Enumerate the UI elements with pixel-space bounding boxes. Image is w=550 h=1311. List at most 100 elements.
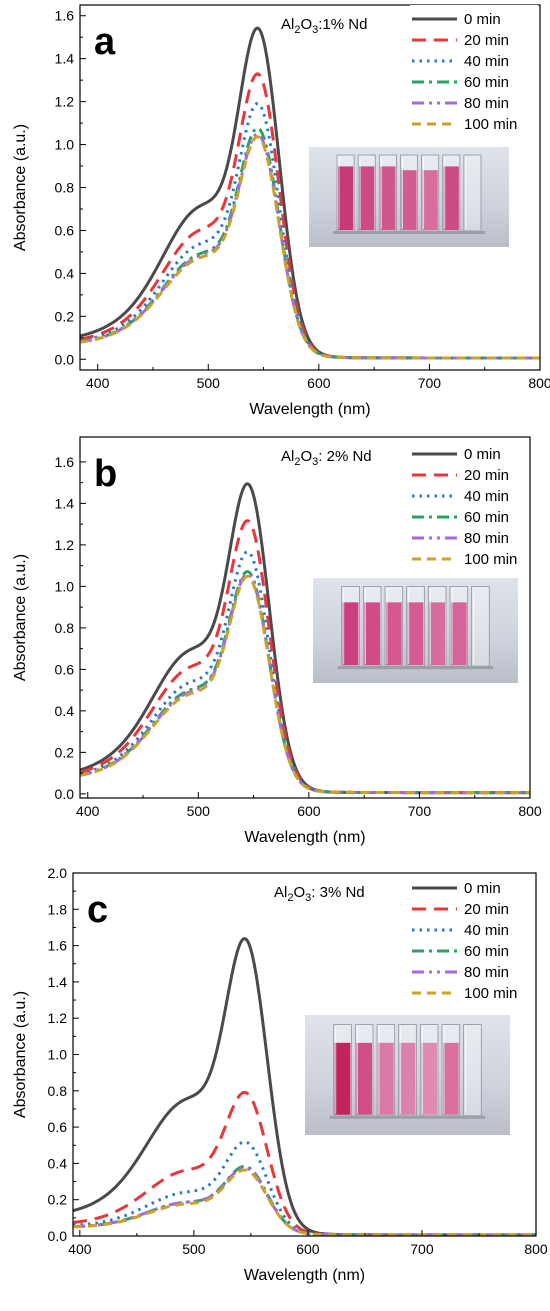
- legend: 0 min 20 min 40 min 60 min 80 min 100 min: [410, 440, 528, 574]
- y-axis-label: Absorbance (a.u.): [12, 991, 29, 1118]
- y-tick-label: 0.2: [55, 744, 75, 760]
- cuvette-liquid: [421, 1042, 437, 1115]
- curves: [80, 482, 530, 795]
- x-axis-label: Wavelength (nm): [249, 401, 370, 418]
- y-tick-label: 1.0: [55, 137, 75, 153]
- legend-box: [410, 874, 534, 1008]
- series-line-80-min: [73, 1166, 536, 1236]
- series-line-100-min: [73, 1168, 536, 1236]
- y-tick-label: 1.6: [55, 8, 75, 24]
- curves: [73, 937, 536, 1236]
- legend-entry: 100 min: [464, 551, 517, 568]
- curves: [80, 26, 540, 360]
- y-axis-label: Absorbance (a.u.): [12, 124, 29, 251]
- title-text: O: [300, 448, 312, 465]
- title-text: O: [300, 16, 312, 33]
- y-tick-label: 0.8: [55, 620, 75, 636]
- cuvette-photo: [313, 578, 518, 683]
- cuvette-liquid: [380, 166, 396, 230]
- legend-entry: 0 min: [464, 880, 501, 897]
- x-tick-label: 700: [410, 1241, 434, 1257]
- title-text: O: [293, 884, 305, 901]
- chart-title: Al2O3: 3% Nd: [274, 884, 365, 904]
- legend-entry: 60 min: [464, 943, 509, 960]
- x-tick-label: 800: [524, 1241, 548, 1257]
- plot-frame: [79, 436, 531, 799]
- x-tick-label: 500: [187, 803, 211, 819]
- legend-entry: 80 min: [464, 964, 509, 981]
- cuvette-liquid: [356, 1042, 373, 1115]
- title-text: : 3% Nd: [311, 884, 364, 901]
- legend-entry: 60 min: [464, 74, 509, 91]
- panel-label: c: [87, 889, 108, 931]
- x-tick-label: 700: [408, 803, 432, 819]
- legend-box: [410, 440, 528, 574]
- title-text: Al: [274, 884, 287, 901]
- x-axis-label: Wavelength (nm): [244, 1267, 365, 1284]
- title-subscript: 2: [287, 892, 293, 904]
- cuvette-base: [337, 666, 494, 670]
- x-tick-label: 500: [182, 1241, 206, 1257]
- y-tick-label: 0.0: [48, 1228, 68, 1244]
- cuvette-liquid: [443, 166, 459, 230]
- y-tick-label: 0.8: [55, 180, 75, 196]
- title-text: : 2% Nd: [318, 448, 371, 465]
- panel-label: a: [94, 21, 116, 63]
- x-tick-label: 600: [296, 1241, 320, 1257]
- cuvette: [463, 1024, 482, 1117]
- cuvette-base: [333, 231, 485, 234]
- cuvette-base: [329, 1115, 486, 1119]
- y-tick-label: 1.2: [55, 94, 75, 110]
- title-text: :1% Nd: [318, 16, 367, 33]
- y-tick-label: 0.2: [48, 1192, 68, 1208]
- cuvette-liquid: [364, 602, 381, 666]
- title-subscript: 3: [305, 892, 311, 904]
- x-tick-label: 400: [76, 803, 100, 819]
- cuvette-liquid: [429, 602, 445, 666]
- chart-title: Al2O3:1% Nd: [281, 16, 367, 36]
- legend-entry: 20 min: [464, 32, 509, 49]
- x-tick-label: 800: [518, 803, 542, 819]
- title-text: Al: [281, 16, 294, 33]
- x-axis-label: Wavelength (nm): [244, 829, 365, 846]
- cuvette-liquid: [399, 1042, 416, 1115]
- x-tick-label: 400: [86, 375, 110, 391]
- y-tick-label: 0.6: [55, 222, 75, 238]
- cuvette-photo: [305, 1015, 510, 1135]
- title-subscript: 3: [312, 456, 318, 468]
- y-tick-label: 0.6: [55, 661, 75, 677]
- y-tick-label: 0.8: [48, 1083, 68, 1099]
- legend-entry: 0 min: [464, 11, 501, 28]
- series-line-40-min: [73, 1140, 536, 1236]
- legend-entry: 40 min: [464, 488, 509, 505]
- y-tick-label: 1.0: [55, 578, 75, 594]
- legend-entry: 40 min: [464, 53, 509, 70]
- y-tick-label: 1.6: [48, 938, 68, 954]
- y-tick-label: 1.4: [55, 51, 75, 67]
- y-tick-label: 0.0: [55, 351, 75, 367]
- cuvette-liquid: [359, 166, 375, 230]
- y-tick-label: 1.4: [48, 974, 68, 990]
- cuvette-liquid: [442, 1042, 459, 1115]
- x-tick-label: 600: [297, 803, 321, 819]
- y-tick-label: 0.2: [55, 308, 75, 324]
- series-line-100-min: [80, 574, 530, 795]
- cuvette: [463, 154, 482, 232]
- x-tick-label: 700: [418, 375, 442, 391]
- cuvette-liquid: [378, 1042, 394, 1115]
- cuvette-liquid: [401, 170, 417, 230]
- legend-entry: 80 min: [464, 530, 509, 547]
- cuvette-photo: [309, 147, 509, 247]
- cuvette-liquid: [338, 166, 354, 230]
- legend-entry: 20 min: [464, 467, 509, 484]
- y-tick-label: 1.2: [48, 1010, 68, 1026]
- legend-entry: 40 min: [464, 922, 509, 939]
- y-tick-label: 2.0: [48, 865, 68, 881]
- cuvette-liquid: [334, 1042, 351, 1115]
- title-subscript: 3: [312, 24, 318, 36]
- chart-title: Al2O3: 2% Nd: [281, 448, 372, 468]
- cuvette-liquid: [407, 602, 424, 666]
- y-tick-label: 1.4: [55, 495, 75, 511]
